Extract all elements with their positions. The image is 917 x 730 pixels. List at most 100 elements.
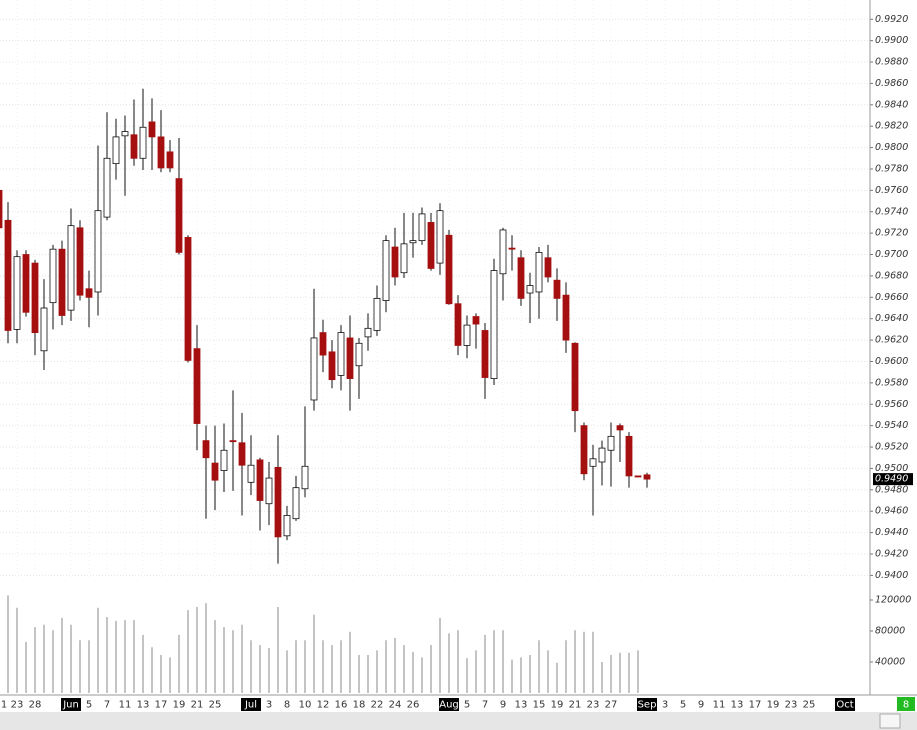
badge: 8 bbox=[903, 700, 909, 711]
candle-body bbox=[85, 288, 93, 298]
y-tick-label: 0.9740 bbox=[875, 206, 908, 217]
x-tick-label: 27 bbox=[605, 700, 618, 711]
y-tick-label: 0.9560 bbox=[875, 399, 908, 410]
candle-body bbox=[553, 279, 561, 299]
month-label: Sep bbox=[638, 700, 657, 711]
x-tick-label: 11 bbox=[713, 700, 726, 711]
y-tick-label: 0.9900 bbox=[875, 35, 908, 46]
y-tick-label: 0.9800 bbox=[875, 142, 908, 153]
candle-body bbox=[76, 227, 84, 296]
x-tick-label: 1 bbox=[1, 700, 7, 711]
candle-body bbox=[526, 285, 534, 294]
candle-body bbox=[499, 229, 507, 275]
y-tick-label: 0.9700 bbox=[875, 249, 908, 260]
x-tick-label: 16 bbox=[335, 700, 348, 711]
candle-body bbox=[166, 151, 174, 169]
x-tick-label: 9 bbox=[698, 700, 704, 711]
y-tick-label: 0.9680 bbox=[875, 270, 908, 281]
x-tick-label: 18 bbox=[353, 700, 366, 711]
x-tick-label: 28 bbox=[29, 700, 42, 711]
candle-body bbox=[49, 248, 57, 304]
month-box bbox=[439, 698, 459, 711]
x-tick-label: 15 bbox=[533, 700, 546, 711]
candle-body bbox=[481, 330, 489, 378]
candle-body bbox=[274, 466, 282, 538]
candle-body bbox=[454, 303, 462, 346]
last-price-label: 0.9490 bbox=[875, 474, 908, 485]
candle-body bbox=[301, 465, 309, 490]
candle-body bbox=[175, 178, 183, 253]
candle-body bbox=[193, 348, 201, 424]
candle-body bbox=[256, 459, 264, 501]
candle-body bbox=[328, 351, 336, 381]
month-label: Jul bbox=[244, 700, 257, 711]
x-tick-label: 19 bbox=[767, 700, 780, 711]
candle-body bbox=[220, 449, 228, 471]
y-tick-label: 0.9480 bbox=[875, 484, 908, 495]
x-tick-label: 19 bbox=[551, 700, 564, 711]
y-tick-label: 0.9400 bbox=[875, 570, 908, 581]
x-tick-label: 13 bbox=[731, 700, 744, 711]
y-tick-label: 0.9820 bbox=[875, 121, 908, 132]
x-tick-label: 5 bbox=[86, 700, 92, 711]
candle-body bbox=[409, 240, 417, 244]
candle-body bbox=[184, 237, 192, 361]
x-tick-label: 5 bbox=[464, 700, 470, 711]
scrollbar[interactable] bbox=[0, 712, 917, 730]
candle-body bbox=[634, 475, 642, 478]
month-label: Aug bbox=[439, 700, 459, 711]
candle-body bbox=[643, 474, 651, 480]
candle-body bbox=[463, 324, 471, 346]
y-tick-label: 0.9420 bbox=[875, 548, 908, 559]
candle-body bbox=[544, 257, 552, 278]
x-tick-label: 9 bbox=[500, 700, 506, 711]
candle-body bbox=[139, 126, 147, 159]
volume-tick-label: 80000 bbox=[875, 626, 905, 637]
candle-body bbox=[94, 210, 102, 293]
month-box bbox=[637, 698, 657, 711]
candle-body bbox=[211, 462, 219, 481]
x-tick-label: 23 bbox=[11, 700, 24, 711]
last-price-box bbox=[873, 473, 913, 486]
candle-body bbox=[436, 210, 444, 264]
month-label: Oct bbox=[836, 700, 853, 711]
x-tick-label: 23 bbox=[587, 700, 600, 711]
candle-body bbox=[508, 247, 516, 250]
x-tick-label: 7 bbox=[482, 700, 488, 711]
y-tick-label: 0.9780 bbox=[875, 163, 908, 174]
candle-body bbox=[130, 134, 138, 159]
candle-body bbox=[319, 332, 327, 356]
candle-body bbox=[616, 425, 624, 431]
x-tick-label: 17 bbox=[749, 700, 762, 711]
month-box bbox=[61, 698, 81, 711]
candle-body bbox=[625, 435, 633, 477]
candle-body bbox=[472, 316, 480, 325]
candle-body bbox=[4, 219, 12, 331]
candle-body bbox=[571, 342, 579, 412]
x-tick-label: 8 bbox=[284, 700, 290, 711]
month-box bbox=[835, 698, 855, 711]
candle-body bbox=[238, 442, 246, 466]
y-tick-label: 0.9880 bbox=[875, 57, 908, 68]
candle-body bbox=[490, 270, 498, 379]
candle-body bbox=[112, 136, 120, 165]
candle-body bbox=[562, 294, 570, 341]
y-tick-label: 0.9720 bbox=[875, 228, 908, 239]
candle-body bbox=[427, 222, 435, 269]
month-label: Jun bbox=[62, 700, 79, 711]
y-tick-label: 0.9920 bbox=[875, 14, 908, 25]
badge-box bbox=[897, 697, 915, 711]
y-tick-label: 0.9460 bbox=[875, 506, 908, 517]
y-tick-label: 0.9760 bbox=[875, 185, 908, 196]
candle-body bbox=[391, 246, 399, 278]
candle-body bbox=[373, 297, 381, 331]
candle-body bbox=[580, 425, 588, 475]
scrollbar-thumb[interactable] bbox=[879, 713, 901, 729]
x-tick-label: 11 bbox=[119, 700, 132, 711]
candle-body bbox=[22, 254, 30, 313]
x-tick-label: 25 bbox=[803, 700, 816, 711]
x-tick-label: 3 bbox=[266, 700, 272, 711]
candle-body bbox=[607, 435, 615, 451]
x-tick-label: 12 bbox=[317, 700, 330, 711]
